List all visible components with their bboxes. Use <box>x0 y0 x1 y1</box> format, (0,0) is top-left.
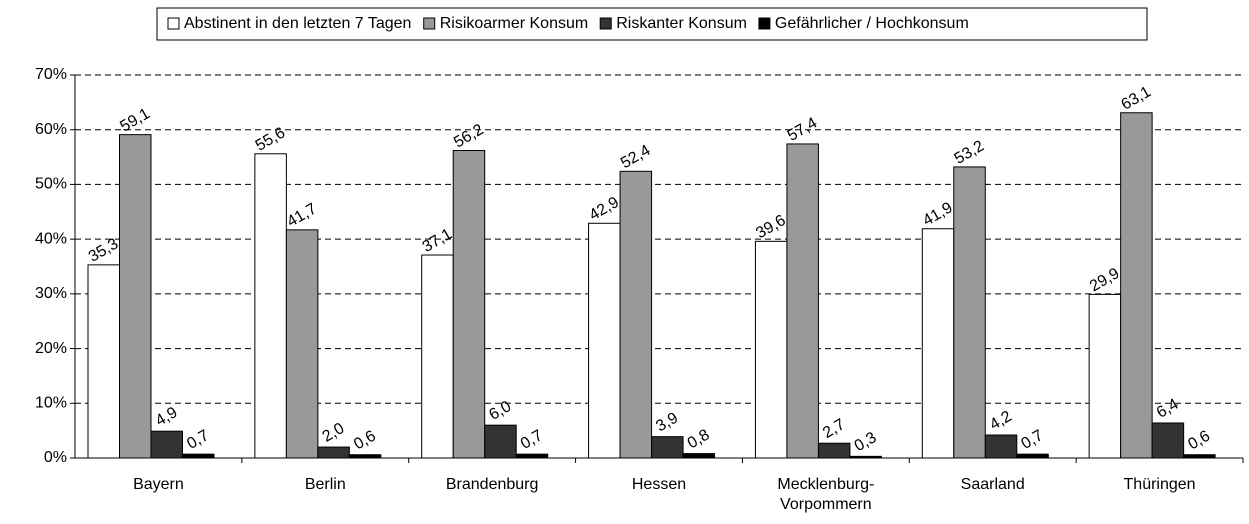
data-label: 29,9 <box>1087 265 1123 295</box>
bar <box>817 442 851 459</box>
bar <box>588 222 621 459</box>
bar <box>182 453 215 459</box>
bar <box>921 228 955 459</box>
bar <box>254 153 287 459</box>
y-tick-label: 30% <box>35 285 67 302</box>
bar <box>849 455 882 459</box>
data-label: 0,7 <box>518 427 546 453</box>
bar <box>452 150 486 459</box>
data-label: 6,0 <box>486 398 514 424</box>
x-tick-label: Saarland <box>960 476 1025 493</box>
data-label: 0,8 <box>685 426 713 452</box>
bar <box>484 424 517 459</box>
data-label: 0,3 <box>852 429 880 455</box>
x-tick-label: Mecklenburg-Vorpommern <box>777 476 875 513</box>
y-tick-label: 10% <box>35 395 67 412</box>
bar <box>984 434 1018 459</box>
data-label: 56,2 <box>451 121 487 151</box>
bar <box>786 143 819 459</box>
legend-swatch <box>423 17 436 30</box>
bar <box>150 430 183 459</box>
legend-swatch <box>599 17 612 30</box>
bar <box>1120 112 1153 459</box>
bar <box>348 454 382 459</box>
data-label: 39,6 <box>753 212 789 242</box>
x-tick-label: Hessen <box>631 476 687 493</box>
bar <box>87 264 120 459</box>
x-tick-label: Berlin <box>304 476 346 493</box>
bar <box>1016 453 1049 459</box>
bar <box>1088 293 1122 459</box>
legend-label: Abstinent in den letzten 7 Tagen <box>184 15 411 32</box>
data-label: 42,9 <box>586 194 622 224</box>
data-label: 0,6 <box>351 428 379 454</box>
y-tick-label: 0% <box>44 449 67 466</box>
data-label: 63,1 <box>1119 83 1155 113</box>
legend-label: Gefährlicher / Hochkonsum <box>775 15 969 32</box>
bar <box>682 453 716 459</box>
data-label: 52,4 <box>618 142 654 172</box>
bar <box>754 240 788 459</box>
legend-swatch <box>758 17 771 30</box>
data-label: 55,6 <box>253 124 289 154</box>
data-label: 57,4 <box>785 114 821 144</box>
data-label: 0,7 <box>184 427 212 453</box>
data-label: 0,6 <box>1185 428 1213 454</box>
data-label: 2,7 <box>820 416 848 442</box>
data-label: 35,3 <box>86 235 122 265</box>
bar <box>285 229 319 459</box>
bar <box>317 446 350 459</box>
data-label: 59,1 <box>117 105 153 135</box>
bar <box>619 170 653 459</box>
data-label: 2,0 <box>320 420 348 446</box>
bar <box>421 254 454 459</box>
y-tick-label: 20% <box>35 340 67 357</box>
legend-box <box>156 7 1148 41</box>
bar <box>515 453 549 459</box>
data-label: 0,7 <box>1019 427 1047 453</box>
data-label: 37,1 <box>420 226 456 256</box>
legend-label: Riskanter Konsum <box>616 15 747 32</box>
y-tick-label: 70% <box>35 66 67 83</box>
bar <box>1151 422 1185 459</box>
bar <box>953 166 986 459</box>
x-tick-label: Bayern <box>133 476 184 493</box>
data-label: 3,9 <box>653 409 681 435</box>
legend-swatch <box>167 17 180 30</box>
data-label: 4,2 <box>987 408 1015 434</box>
data-label: 41,9 <box>920 199 956 229</box>
data-label: 53,2 <box>952 137 988 167</box>
y-tick-label: 50% <box>35 176 67 193</box>
bar <box>651 436 684 459</box>
x-tick-label: Brandenburg <box>445 476 539 493</box>
bar <box>1183 454 1216 459</box>
data-label: 4,9 <box>153 404 181 430</box>
x-tick-label: Thüringen <box>1123 476 1196 493</box>
y-tick-label: 40% <box>35 230 67 247</box>
y-tick-label: 60% <box>35 121 67 138</box>
legend-label: Risikoarmer Konsum <box>440 15 588 32</box>
data-label: 6,4 <box>1154 396 1182 422</box>
data-label: 41,7 <box>284 200 320 230</box>
bar <box>119 134 152 459</box>
